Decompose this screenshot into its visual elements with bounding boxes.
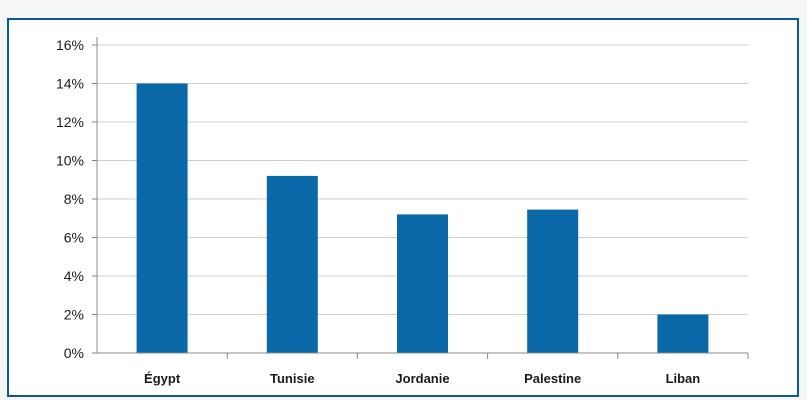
x-tick-label: Tunisie <box>270 371 315 386</box>
y-tick-label: 8% <box>64 191 84 207</box>
y-tick-labels: 0% 2% 4% 6% 8% 10% 12% 14% 16% <box>56 37 84 361</box>
bars <box>136 83 709 353</box>
x-tick-label: Palestine <box>524 371 581 386</box>
axes <box>92 37 749 359</box>
bar-liban <box>657 314 709 353</box>
bar-palestine <box>527 209 579 353</box>
y-tick-label: 16% <box>56 37 84 53</box>
y-tick-label: 2% <box>64 307 84 323</box>
y-tick-label: 6% <box>64 230 84 246</box>
y-tick-label: 14% <box>56 76 84 92</box>
gridlines <box>97 44 748 315</box>
y-tick-label: 12% <box>56 114 84 130</box>
x-tick-label: Égypt <box>144 371 181 386</box>
y-tick-label: 10% <box>56 153 84 169</box>
y-tick-label: 4% <box>64 268 84 284</box>
x-tick-label: Jordanie <box>395 371 449 386</box>
y-tick-label: 0% <box>64 345 84 361</box>
bar-égypt <box>136 83 188 353</box>
x-tick-labels: Égypt Tunisie Jordanie Palestine Liban <box>144 371 700 386</box>
bar-jordanie <box>397 214 448 353</box>
x-tick-label: Liban <box>666 371 701 386</box>
bar-tunisie <box>266 175 318 353</box>
